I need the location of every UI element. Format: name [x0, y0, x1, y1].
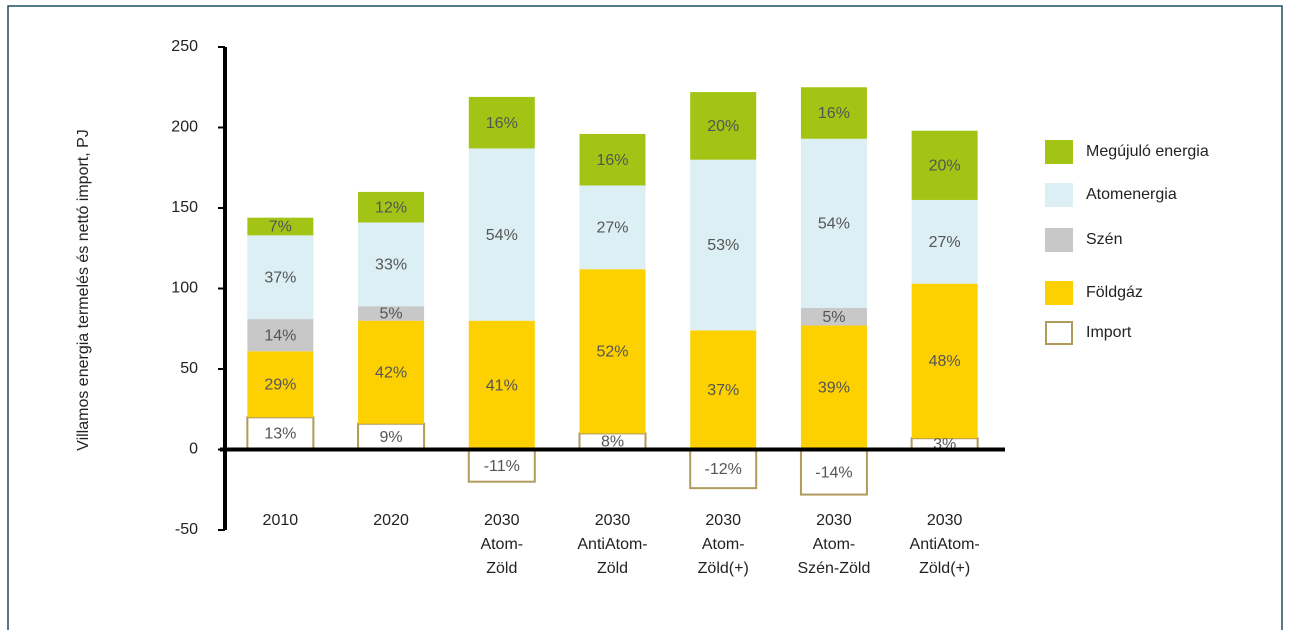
x-tick-label: 2030: [927, 512, 963, 529]
y-tick-label: 250: [171, 38, 198, 55]
x-tick-label: 2030: [484, 512, 520, 529]
bar-segment: [246, 416, 315, 451]
data-label: 39%: [818, 380, 850, 397]
y-tick-label: 0: [189, 441, 198, 458]
y-tick-label: 200: [171, 119, 198, 136]
x-tick-label: Atom-: [702, 536, 745, 553]
legend-swatch: [1045, 228, 1073, 252]
bar-segment: [579, 185, 646, 270]
bar-segment: [911, 130, 978, 200]
bar-segment: [247, 351, 314, 418]
data-label: 37%: [264, 269, 296, 286]
data-label: 20%: [929, 158, 961, 175]
x-tick-label: Zöld: [486, 560, 517, 577]
x-tick-label: AntiAtom-: [577, 536, 647, 553]
data-label: 16%: [818, 105, 850, 122]
bar-segment: [911, 199, 978, 284]
bar-segment: [247, 319, 314, 352]
legend-swatch: [1045, 140, 1073, 164]
data-label: 16%: [486, 115, 518, 132]
bar-segment: [800, 87, 867, 139]
bar-segment: [247, 217, 314, 236]
bar-segment: [358, 306, 425, 321]
bar-segment: [690, 330, 757, 450]
legend-label: Földgáz: [1086, 284, 1143, 301]
data-label: 8%: [601, 434, 624, 451]
bar-segment: [800, 307, 867, 326]
legend-label: Atomenergia: [1086, 186, 1177, 203]
data-label: 27%: [929, 234, 961, 251]
legend-label: Import: [1086, 324, 1132, 341]
data-label: 7%: [269, 219, 292, 236]
bar-segment: [358, 222, 425, 307]
x-tick-label: 2030: [595, 512, 631, 529]
bar-segment: [468, 320, 535, 450]
x-tick-label: Zöld(+): [919, 560, 970, 577]
bar-segment: [690, 92, 757, 160]
bar-segment: [800, 325, 867, 450]
y-tick-label: -50: [175, 521, 198, 538]
legend-label: Megújuló energia: [1086, 143, 1209, 160]
bar-segment: [468, 96, 535, 149]
data-label: -11%: [484, 458, 520, 475]
data-label: -12%: [705, 461, 742, 478]
bar-segment: [358, 320, 425, 424]
data-label: 29%: [264, 377, 296, 394]
x-tick-label: 2020: [373, 512, 409, 529]
data-label: 9%: [380, 429, 403, 446]
y-tick-label: 50: [180, 360, 198, 377]
data-label: 20%: [707, 118, 739, 135]
data-label: 33%: [375, 257, 407, 274]
y-tick-label: 100: [171, 280, 198, 297]
bar-segment: [468, 148, 535, 321]
bar-segment: [690, 159, 757, 331]
bar-segment: [247, 235, 314, 320]
data-label: 41%: [486, 377, 518, 394]
data-label: 5%: [822, 309, 845, 326]
data-label: 16%: [596, 152, 628, 169]
x-tick-label: Szén-Zöld: [797, 560, 870, 577]
legend-swatch: [1045, 183, 1073, 207]
x-tick-label: 2010: [263, 512, 299, 529]
data-label: -14%: [815, 464, 852, 481]
bar-segment: [358, 191, 425, 223]
y-axis-label: Villamos energia termelés és nettó impor…: [75, 129, 92, 451]
x-tick-label: 2030: [705, 512, 741, 529]
bar-segment: [579, 269, 646, 434]
data-label: 5%: [380, 306, 403, 323]
x-tick-label: Atom-: [480, 536, 523, 553]
data-label: 13%: [264, 426, 296, 443]
bar-segment: [467, 448, 536, 483]
bar-segment: [911, 283, 978, 439]
y-tick-label: 150: [171, 199, 198, 216]
data-label: 54%: [818, 216, 850, 233]
data-label: 37%: [707, 382, 739, 399]
legend-label: Szén: [1086, 231, 1122, 248]
bar-segment: [579, 133, 646, 186]
data-label: 48%: [929, 353, 961, 370]
data-label: 42%: [375, 364, 407, 381]
legend-swatch: [1045, 321, 1073, 345]
data-label: 54%: [486, 227, 518, 244]
frame: [7, 5, 1283, 635]
data-label: 53%: [707, 237, 739, 254]
x-tick-label: Zöld(+): [698, 560, 749, 577]
data-label: 12%: [375, 199, 407, 216]
data-label: 14%: [264, 327, 296, 344]
data-label: 27%: [596, 220, 628, 237]
x-tick-label: Atom-: [813, 536, 856, 553]
x-tick-label: 2030: [816, 512, 852, 529]
legend-swatch: [1045, 281, 1073, 305]
data-label: 52%: [596, 344, 628, 361]
bar-segment: [357, 422, 426, 451]
bar-segment: [800, 138, 867, 308]
bar-segment: [799, 448, 868, 496]
x-tick-label: Zöld: [597, 560, 628, 577]
x-tick-label: AntiAtom-: [910, 536, 980, 553]
